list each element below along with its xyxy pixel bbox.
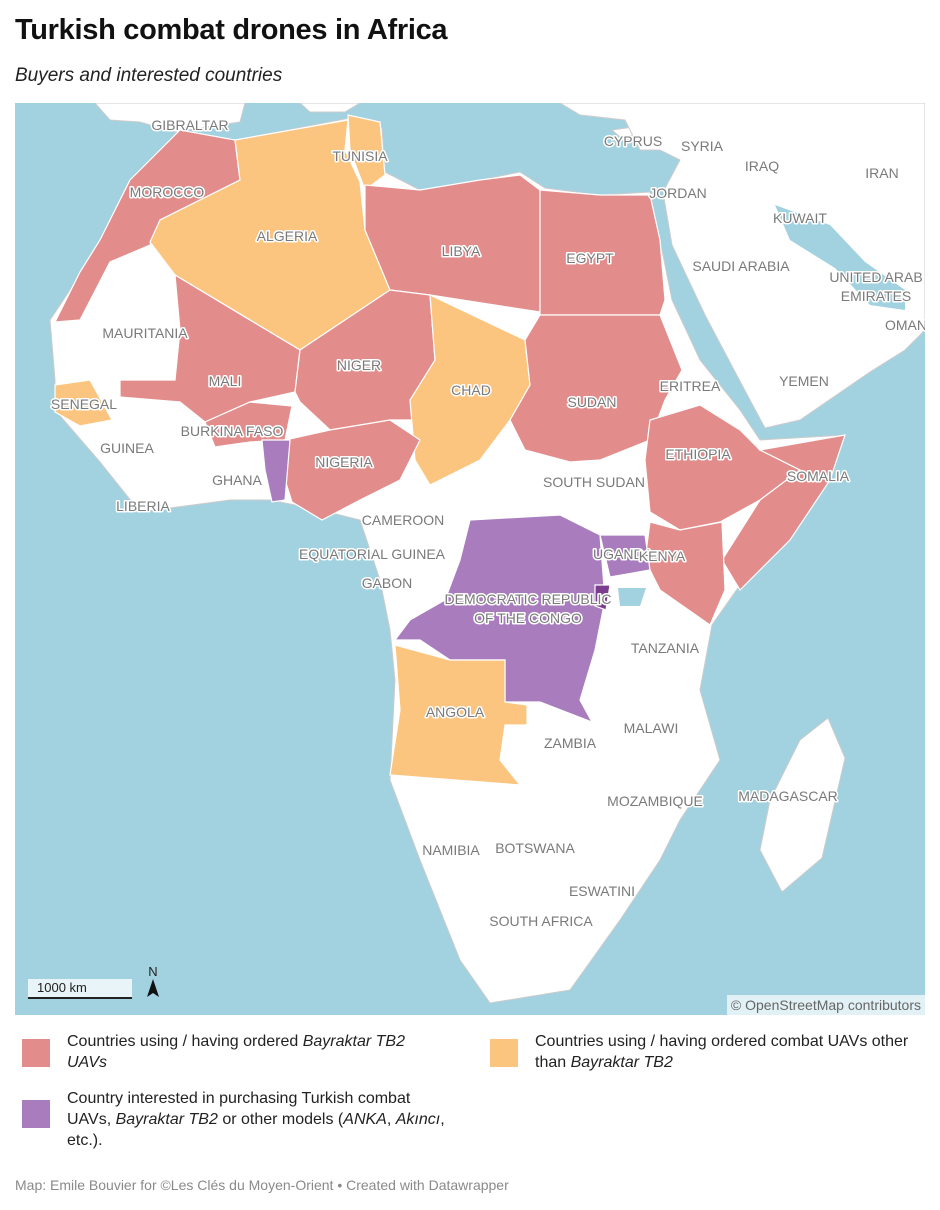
label-mali: MALI: [209, 373, 242, 389]
label-uae-2: EMIRATES: [841, 288, 912, 304]
label-saudi-arabia: SAUDI ARABIA: [692, 258, 790, 274]
label-south-sudan: SOUTH SUDAN: [543, 474, 645, 490]
country-nigeria[interactable]: [281, 419, 421, 521]
label-south-africa: SOUTH AFRICA: [489, 913, 593, 929]
label-chad: CHAD: [451, 382, 491, 398]
label-drc-2: OF THE CONGO: [474, 610, 582, 626]
country-rwanda-burundi[interactable]: [594, 584, 611, 611]
attribution[interactable]: © OpenStreetMap contributors: [726, 995, 925, 1015]
label-algeria: ALGERIA: [257, 228, 318, 244]
label-nigeria: NIGERIA: [315, 454, 373, 470]
africa-map[interactable]: GIBRALTAR CYPRUS SYRIA IRAQ IRAN TUNISIA…: [15, 103, 925, 1015]
legend-item-interested: Country interested in purchasing Turkish…: [22, 1088, 452, 1151]
scale-bar: [28, 997, 132, 999]
label-gibraltar: GIBRALTAR: [151, 117, 228, 133]
label-namibia: NAMIBIA: [422, 842, 480, 858]
scale-label: 1000 km: [28, 979, 132, 997]
label-morocco: MOROCCO: [130, 184, 205, 200]
label-zambia: ZAMBIA: [544, 735, 597, 751]
country-labels: GIBRALTAR CYPRUS SYRIA IRAQ IRAN TUNISIA…: [49, 116, 925, 931]
label-egypt: EGYPT: [566, 250, 614, 266]
legend-swatch-purple: [22, 1100, 50, 1128]
legend-item-bayraktar: Countries using / having ordered Bayrakt…: [22, 1031, 442, 1073]
label-oman: OMAN: [885, 317, 925, 333]
footer-credits: Map: Emile Bouvier for ©Les Clés du Moye…: [15, 1177, 509, 1193]
country-mali[interactable]: [119, 273, 301, 423]
label-yemen: YEMEN: [779, 373, 829, 389]
country-uganda[interactable]: [599, 534, 651, 578]
country-somalia[interactable]: [721, 434, 846, 591]
label-somalia: SOMALIA: [787, 468, 850, 484]
europe-land: [94, 103, 246, 133]
legend-item-other-uav: Countries using / having ordered combat …: [490, 1031, 910, 1073]
label-madagascar: MADAGASCAR: [738, 788, 838, 804]
country-sudan[interactable]: [509, 314, 683, 463]
label-tunisia: TUNISIA: [332, 148, 388, 164]
label-malawi: MALAWI: [624, 720, 679, 736]
europe-italy: [299, 103, 361, 113]
country-senegal[interactable]: [54, 379, 113, 427]
label-eritrea: ERITREA: [660, 378, 721, 394]
north-label: N: [148, 964, 158, 979]
label-ethiopia: ETHIOPIA: [665, 446, 731, 462]
label-equatorial-guinea: EQUATORIAL GUINEA: [299, 546, 446, 562]
map-title: Turkish combat drones in Africa: [15, 14, 448, 46]
label-uganda: UGANDA: [593, 546, 654, 562]
country-niger[interactable]: [294, 289, 436, 431]
label-syria: SYRIA: [681, 138, 724, 154]
legend-swatch-red: [22, 1039, 50, 1067]
legend-text: Country interested in purchasing Turkish…: [67, 1090, 445, 1149]
label-kuwait: KUWAIT: [773, 210, 827, 226]
label-sudan: SUDAN: [567, 394, 616, 410]
map-subtitle: Buyers and interested countries: [15, 65, 283, 86]
label-burkina-faso: BURKINA FASO: [181, 423, 284, 439]
middle-east-land: [559, 103, 925, 429]
label-senegal: SENEGAL: [51, 396, 117, 412]
label-uae-1: UNITED ARAB: [829, 269, 922, 285]
madagascar: [759, 717, 846, 893]
legend-text: Countries using / having ordered combat …: [535, 1033, 909, 1071]
label-botswana: BOTSWANA: [495, 840, 575, 856]
legend-text: Countries using / having ordered Bayrakt…: [67, 1033, 405, 1071]
country-tunisia[interactable]: [347, 114, 386, 191]
label-jordan: JORDAN: [649, 185, 707, 201]
label-mauritania: MAURITANIA: [102, 325, 188, 341]
label-angola: ANGOLA: [426, 704, 485, 720]
label-libya: LIBYA: [442, 243, 481, 259]
country-angola[interactable]: [389, 644, 528, 786]
country-benin[interactable]: [261, 439, 291, 503]
label-niger: NIGER: [337, 357, 381, 373]
label-cyprus: CYPRUS: [604, 133, 662, 149]
label-mozambique: MOZAMBIQUE: [607, 793, 703, 809]
label-eswatini: ESWATINI: [569, 883, 635, 899]
label-liberia: LIBERIA: [116, 498, 170, 514]
persian-gulf: [775, 205, 905, 310]
north-arrow: N: [145, 964, 161, 1000]
label-cameroon: CAMEROON: [362, 512, 444, 528]
label-tanzania: TANZANIA: [631, 640, 700, 656]
label-ghana: GHANA: [212, 472, 262, 488]
lake-victoria: [618, 588, 646, 606]
legend-swatch-orange: [490, 1039, 518, 1067]
label-drc-1: DEMOCRATIC REPUBLIC: [445, 591, 612, 607]
label-iraq: IRAQ: [745, 158, 779, 174]
label-guinea: GUINEA: [100, 440, 154, 456]
label-gabon: GABON: [362, 575, 413, 591]
label-kenya: KENYA: [639, 548, 686, 564]
label-iran: IRAN: [865, 165, 898, 181]
north-arrow-icon: [147, 979, 159, 997]
